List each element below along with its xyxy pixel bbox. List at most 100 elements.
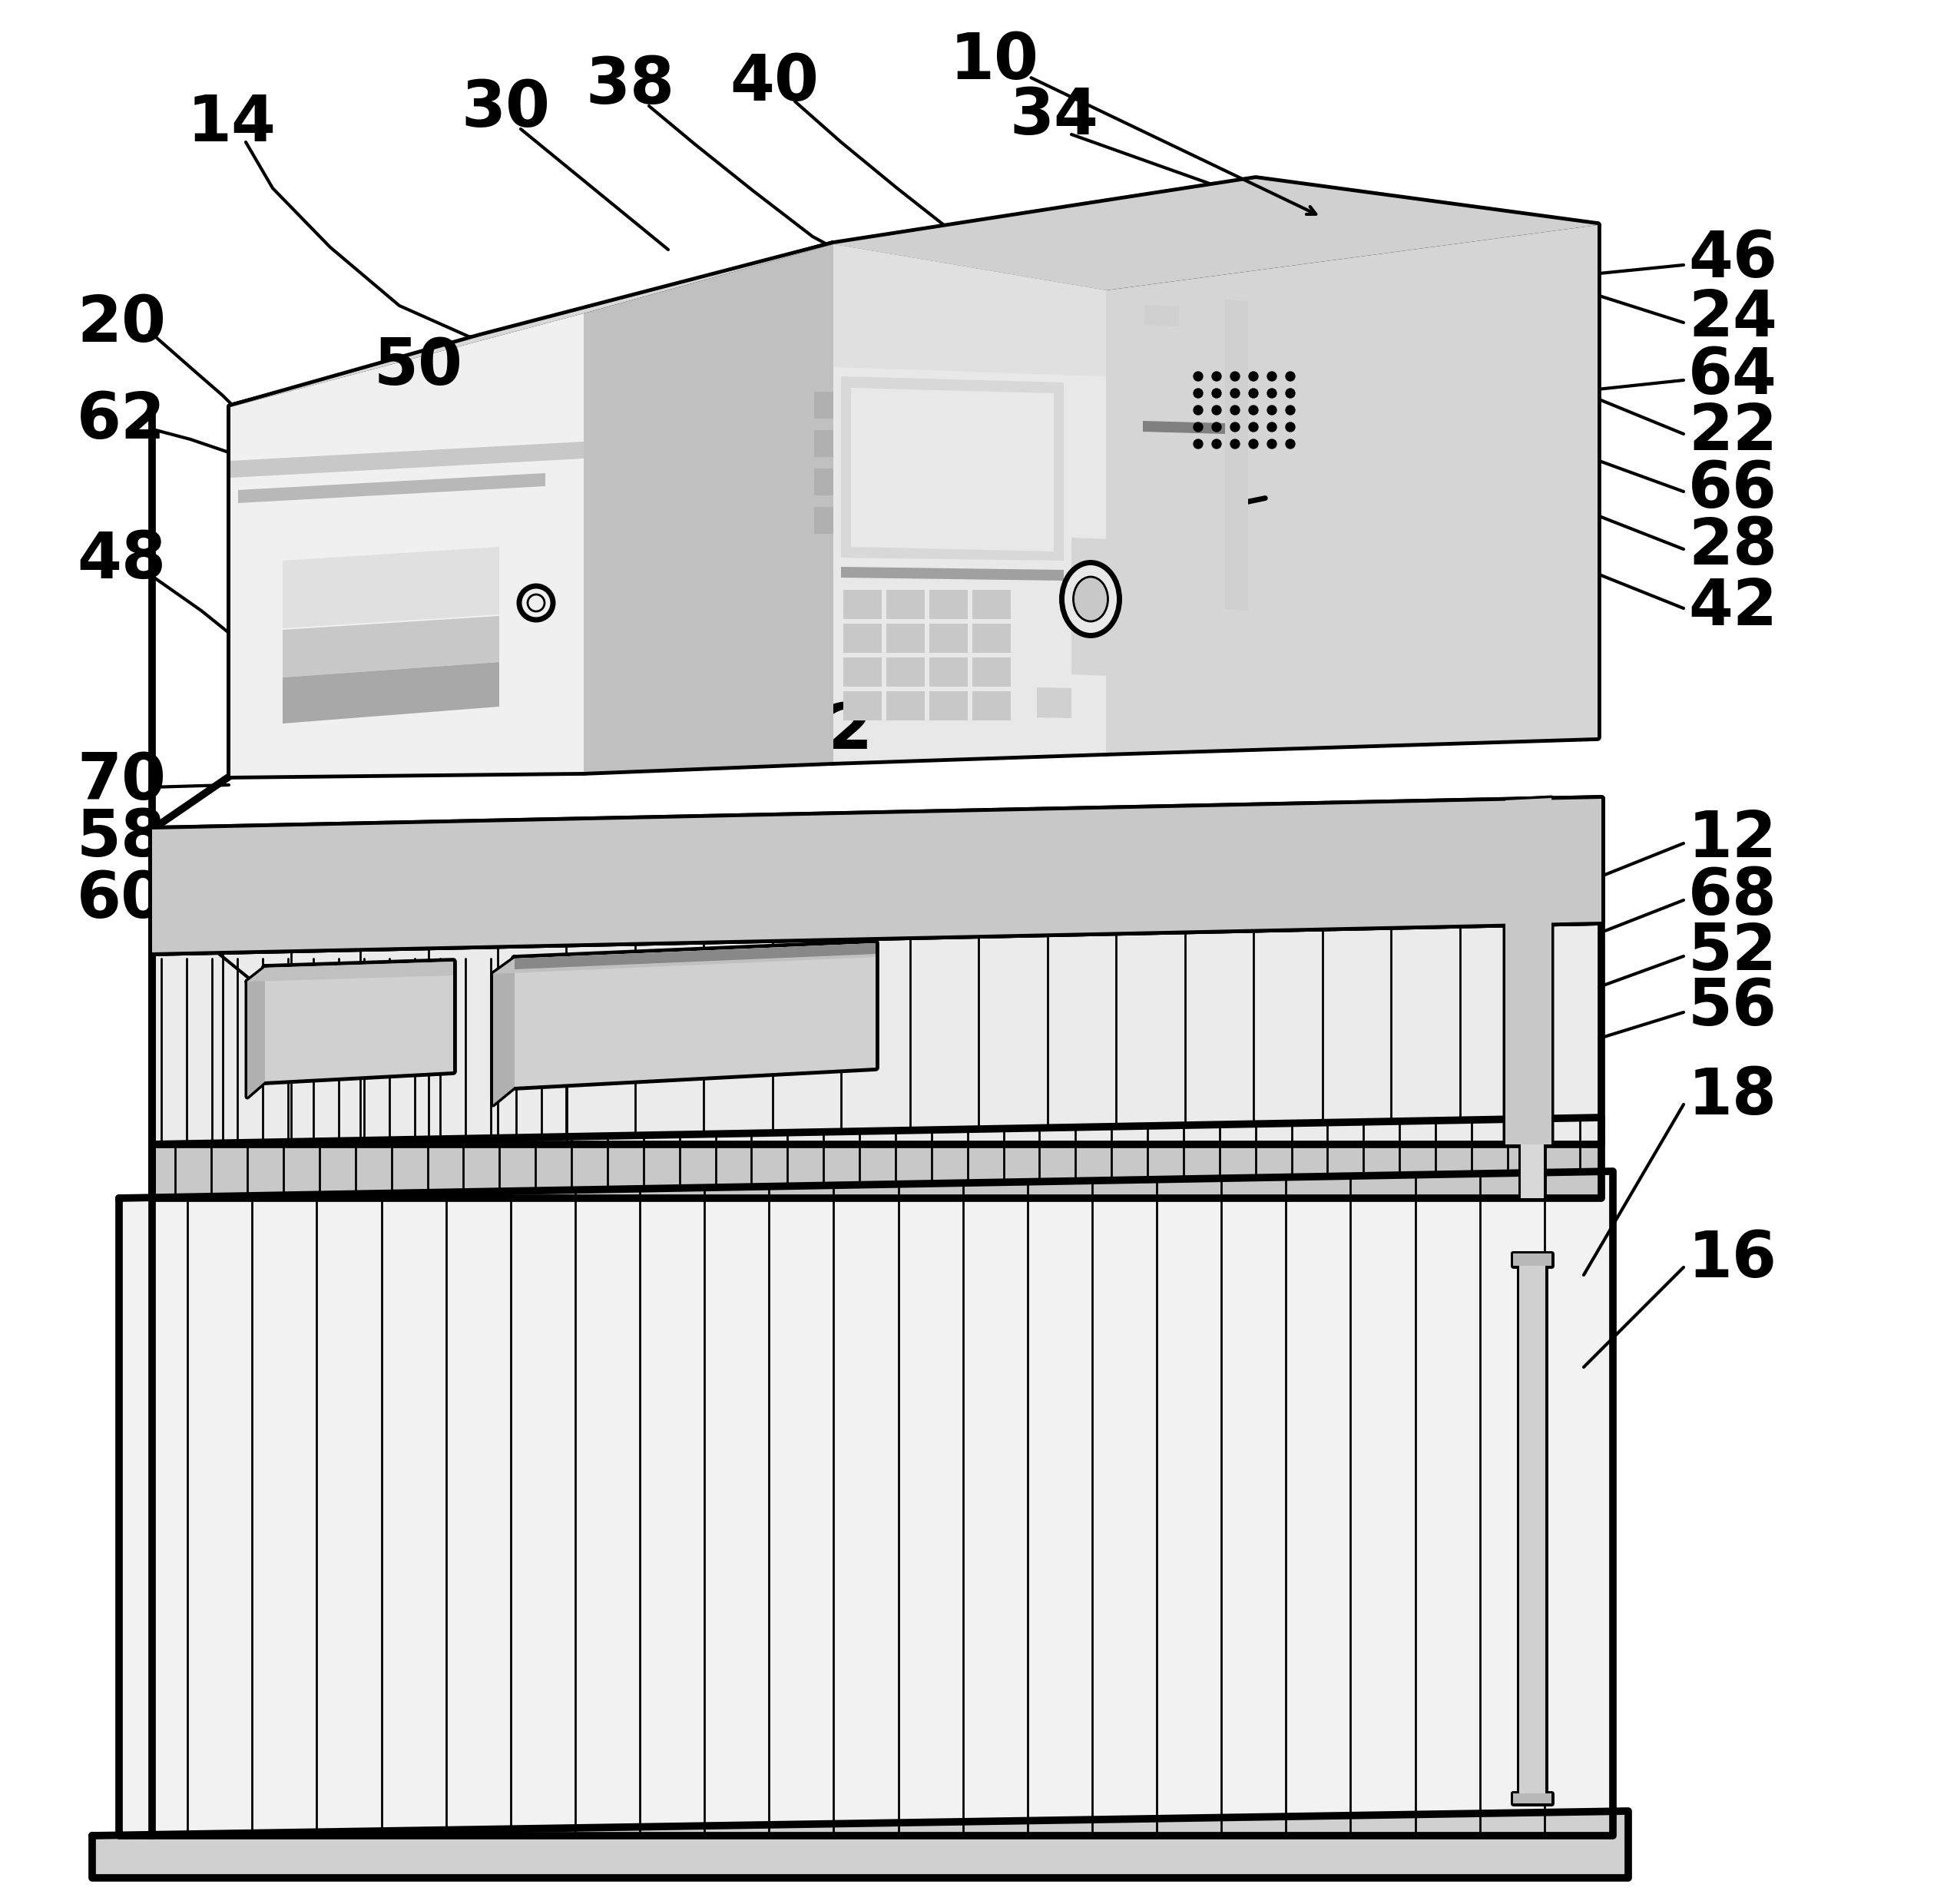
Circle shape [1231, 423, 1240, 432]
Circle shape [1194, 440, 1203, 449]
Polygon shape [238, 472, 545, 503]
Polygon shape [843, 590, 882, 619]
Circle shape [1285, 423, 1295, 432]
Polygon shape [841, 377, 1063, 560]
Polygon shape [972, 657, 1010, 687]
Circle shape [1267, 406, 1277, 415]
Text: 40: 40 [730, 51, 820, 114]
Circle shape [1231, 406, 1240, 415]
Text: 10: 10 [950, 30, 1040, 93]
Circle shape [1231, 371, 1240, 381]
Circle shape [1194, 423, 1203, 432]
Circle shape [1285, 388, 1295, 398]
Text: 14: 14 [187, 91, 276, 154]
Polygon shape [152, 800, 1600, 952]
Polygon shape [1521, 1144, 1544, 1198]
Polygon shape [843, 657, 882, 687]
Text: 32: 32 [783, 701, 872, 762]
Polygon shape [851, 388, 1053, 552]
Text: 20: 20 [76, 293, 165, 356]
Polygon shape [929, 691, 968, 720]
Text: 52: 52 [1688, 922, 1778, 984]
Circle shape [1211, 423, 1221, 432]
Text: 36: 36 [650, 465, 740, 527]
Polygon shape [152, 922, 1600, 1144]
Polygon shape [843, 691, 882, 720]
Polygon shape [282, 546, 498, 628]
Circle shape [1231, 440, 1240, 449]
Polygon shape [833, 179, 1598, 289]
Text: 18: 18 [1688, 1066, 1778, 1127]
Circle shape [1267, 440, 1277, 449]
Text: 24: 24 [1688, 288, 1778, 350]
Text: 28: 28 [1688, 516, 1778, 579]
Text: 58: 58 [76, 807, 165, 870]
Text: 42: 42 [1688, 575, 1778, 638]
Polygon shape [886, 657, 925, 687]
Polygon shape [584, 244, 833, 771]
Polygon shape [929, 590, 968, 619]
Polygon shape [814, 430, 833, 457]
Polygon shape [282, 663, 498, 724]
Polygon shape [843, 625, 882, 653]
Circle shape [1194, 388, 1203, 398]
Polygon shape [119, 1171, 1612, 1835]
Polygon shape [230, 244, 833, 407]
Text: 70: 70 [76, 750, 165, 813]
Text: 62: 62 [76, 390, 165, 451]
Polygon shape [152, 1118, 1600, 1198]
Polygon shape [92, 1811, 1628, 1877]
Circle shape [1285, 440, 1295, 449]
Polygon shape [1225, 299, 1248, 611]
Polygon shape [247, 962, 454, 982]
Polygon shape [152, 800, 1600, 952]
Polygon shape [1513, 1253, 1552, 1266]
Ellipse shape [1073, 577, 1108, 621]
Circle shape [1248, 406, 1258, 415]
Polygon shape [886, 625, 925, 653]
Text: 16: 16 [1688, 1228, 1778, 1291]
Polygon shape [972, 590, 1010, 619]
Polygon shape [972, 691, 1010, 720]
Text: 38: 38 [586, 55, 674, 118]
Text: 12: 12 [1688, 807, 1778, 870]
Circle shape [1211, 371, 1221, 381]
Text: 66: 66 [1688, 459, 1778, 522]
Text: 46: 46 [1688, 228, 1778, 291]
Polygon shape [1106, 225, 1598, 752]
Circle shape [1248, 388, 1258, 398]
Polygon shape [814, 506, 833, 533]
Circle shape [1285, 406, 1295, 415]
Polygon shape [493, 942, 876, 973]
Polygon shape [514, 942, 876, 1087]
Text: 60: 60 [76, 868, 165, 931]
Circle shape [1248, 440, 1258, 449]
Circle shape [1211, 406, 1221, 415]
Text: 64: 64 [1688, 345, 1778, 407]
Polygon shape [1145, 305, 1180, 326]
Polygon shape [841, 567, 1063, 581]
Circle shape [1194, 371, 1203, 381]
Polygon shape [929, 657, 968, 687]
Polygon shape [230, 442, 584, 478]
Polygon shape [814, 468, 833, 495]
Polygon shape [833, 244, 1106, 377]
Polygon shape [1071, 537, 1110, 676]
Polygon shape [230, 314, 584, 775]
Polygon shape [1505, 798, 1552, 1144]
Text: 34: 34 [1009, 86, 1098, 149]
Circle shape [1267, 388, 1277, 398]
Polygon shape [265, 962, 454, 1081]
Polygon shape [886, 691, 925, 720]
Polygon shape [282, 617, 498, 678]
Text: 22: 22 [1688, 400, 1778, 463]
Circle shape [1231, 388, 1240, 398]
Circle shape [1248, 371, 1258, 381]
Polygon shape [929, 625, 968, 653]
Circle shape [1211, 440, 1221, 449]
Polygon shape [493, 958, 514, 1104]
Polygon shape [247, 967, 265, 1097]
Polygon shape [1513, 1794, 1552, 1803]
Polygon shape [972, 625, 1010, 653]
Text: 50: 50 [374, 335, 463, 398]
